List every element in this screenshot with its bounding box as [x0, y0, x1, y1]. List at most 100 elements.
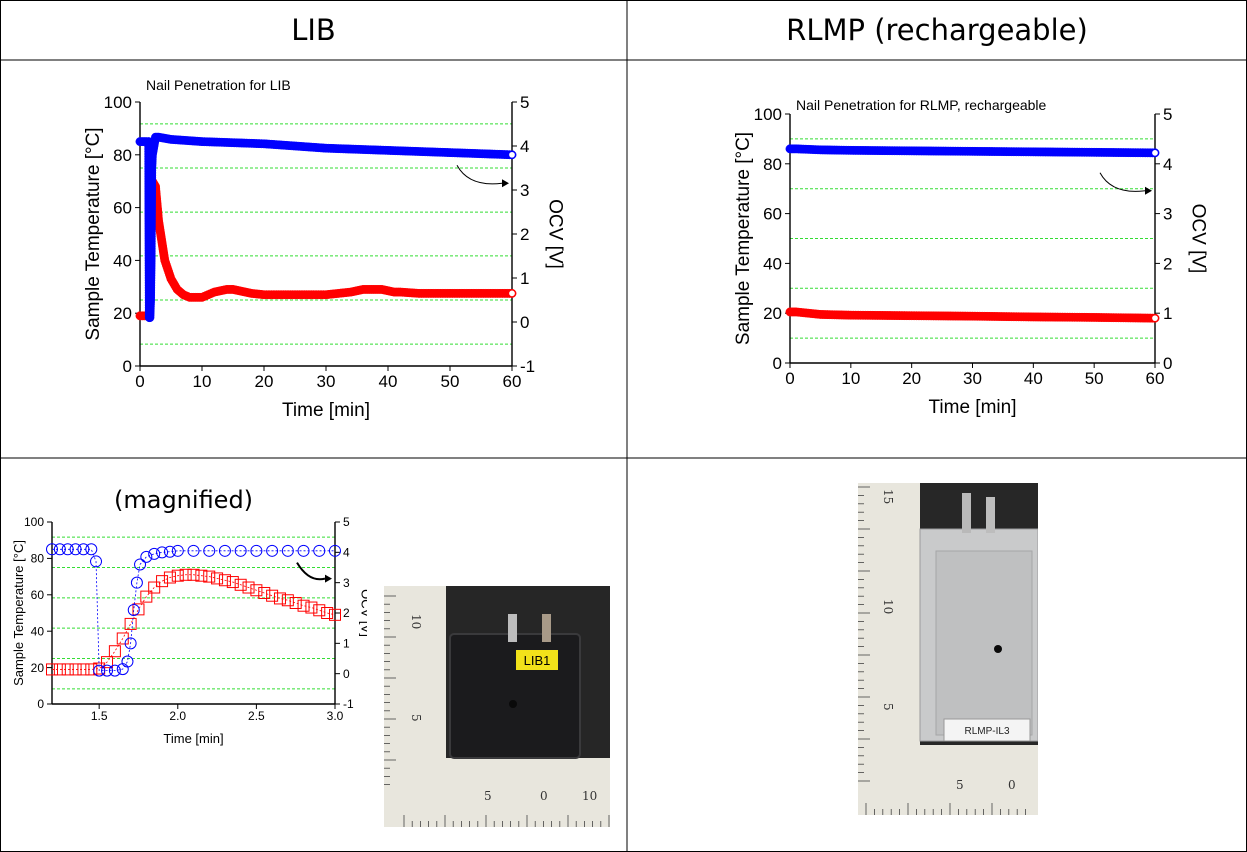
y2-tick-label: -1 — [520, 357, 535, 376]
ruler-number: 0 — [540, 789, 548, 803]
data-point — [171, 569, 184, 582]
header-rlmp: RLMP (rechargeable) — [786, 13, 1088, 47]
data-point — [163, 545, 176, 558]
magnified-label: (magnified) — [114, 486, 254, 514]
y-tick-label: 20 — [31, 661, 45, 675]
y-tick-label: 40 — [763, 254, 782, 273]
lib-magnified-chart: 1.5 2.0 2.5 3.0 0 20 40 60 80 100 -1 0 1 2 3 4 5 Time [mi… — [12, 515, 367, 746]
y2-tick-label: 1 — [343, 637, 350, 651]
y2-tick-label: 2 — [343, 606, 350, 620]
data-point — [46, 663, 58, 676]
data-point-end — [508, 289, 516, 298]
y-tick-label: 20 — [113, 304, 132, 323]
data-point — [61, 663, 74, 676]
header-lib: LIB — [291, 13, 336, 47]
ocv-axis-arrow — [296, 562, 326, 581]
y2-tick-label: 5 — [343, 515, 350, 529]
data-point — [69, 543, 82, 556]
data-point — [171, 544, 184, 557]
data-point — [85, 543, 98, 556]
x-tick-label: 1.5 — [91, 709, 108, 723]
y-tick-label: 40 — [113, 251, 132, 270]
data-point — [250, 544, 263, 557]
rlmp-cell-photo: RLMP-IL3 15 10 5 5 0 — [858, 483, 1038, 815]
data-point — [134, 558, 147, 571]
data-point — [321, 607, 334, 619]
data-point — [46, 543, 58, 556]
temperature-series — [135, 176, 517, 321]
lib-nail-penetration-chart: 0 10 20 30 40 50 60 0 20 40 60 80 100 -1 0 1 2 3 4 5 Time [m… — [83, 77, 565, 421]
x-tick-label: 60 — [503, 372, 522, 391]
data-point — [101, 664, 114, 677]
data-point — [234, 578, 247, 591]
data-point — [108, 645, 121, 658]
y2-tick-label: 1 — [1163, 304, 1172, 323]
x-tick-label: 50 — [1085, 369, 1104, 388]
data-point — [108, 664, 121, 677]
data-point — [140, 550, 153, 563]
y2-tick-label: 5 — [1163, 105, 1172, 124]
y2-tick-label: 4 — [1163, 155, 1172, 174]
data-point — [127, 603, 140, 616]
data-point — [218, 544, 231, 557]
ruler-number: 10 — [409, 614, 423, 629]
ocv-axis-arrow — [456, 164, 503, 185]
y2-tick-label: 5 — [520, 93, 529, 112]
y-tick-label: 100 — [104, 93, 132, 112]
y2-tick-label: 1 — [520, 269, 529, 288]
data-point — [187, 544, 200, 557]
x-axis-label: Time [min] — [929, 397, 1017, 418]
ocv-axis-arrow — [1099, 172, 1146, 192]
rlmp-tab-left — [962, 493, 971, 533]
data-point — [156, 546, 169, 559]
ocv-series — [785, 144, 1160, 158]
x-tick-label: 3.0 — [327, 709, 344, 723]
y-tick-label: 60 — [31, 588, 45, 602]
temperature-series — [46, 568, 341, 676]
chart-title: Nail Penetration for LIB — [146, 77, 291, 93]
data-point — [297, 544, 310, 557]
data-point — [132, 603, 145, 616]
x-tick-label: 20 — [255, 372, 274, 391]
y-tick-label: 80 — [31, 552, 45, 566]
y-axis-label: Sample Temperature [°C] — [83, 127, 104, 340]
chart-title: Nail Penetration for RLMP, rechargeable — [796, 97, 1047, 113]
data-point — [148, 547, 161, 560]
ocv-series — [46, 543, 341, 677]
y2-tick-label: 3 — [343, 576, 350, 590]
x-tick-label: 30 — [317, 372, 336, 391]
data-point — [130, 576, 143, 589]
y2-tick-label: 2 — [1163, 254, 1172, 273]
y2-axis-label: OCV [V] — [1187, 204, 1208, 274]
y-tick-label: 60 — [113, 199, 132, 218]
y2-tick-label: 0 — [1163, 354, 1172, 373]
y2-tick-label: 4 — [520, 137, 529, 156]
data-point — [195, 569, 208, 582]
series-line — [52, 574, 336, 670]
ocv-axis-arrowhead — [502, 179, 509, 188]
data-point — [93, 664, 106, 677]
data-point — [69, 663, 82, 676]
x-tick-label: 60 — [1146, 369, 1165, 388]
ocv-series — [135, 132, 517, 323]
data-point — [297, 599, 310, 612]
x-tick-label: 40 — [1024, 369, 1043, 388]
lib-label-text: LIB1 — [524, 653, 551, 668]
y2-axis-label: OCV [V] — [358, 589, 367, 637]
y2-tick-label: 2 — [520, 225, 529, 244]
ruler-number: 5 — [881, 703, 895, 711]
lib-tab-right — [542, 614, 551, 642]
data-point — [329, 544, 341, 557]
ocv-axis-arrowhead — [325, 574, 332, 583]
y-axis-label: Sample Temperature [°C] — [12, 540, 26, 686]
lib-cell-body — [449, 633, 581, 759]
data-point — [234, 544, 247, 557]
y-axis-label: Sample Temperature [°C] — [733, 132, 754, 345]
ruler-number: 10 — [881, 599, 895, 614]
data-point — [266, 589, 279, 602]
x-tick-label: 2.5 — [248, 709, 265, 723]
data-point — [90, 555, 103, 568]
x-axis-label: Time [min] — [282, 400, 370, 421]
nail-hole — [509, 700, 517, 708]
